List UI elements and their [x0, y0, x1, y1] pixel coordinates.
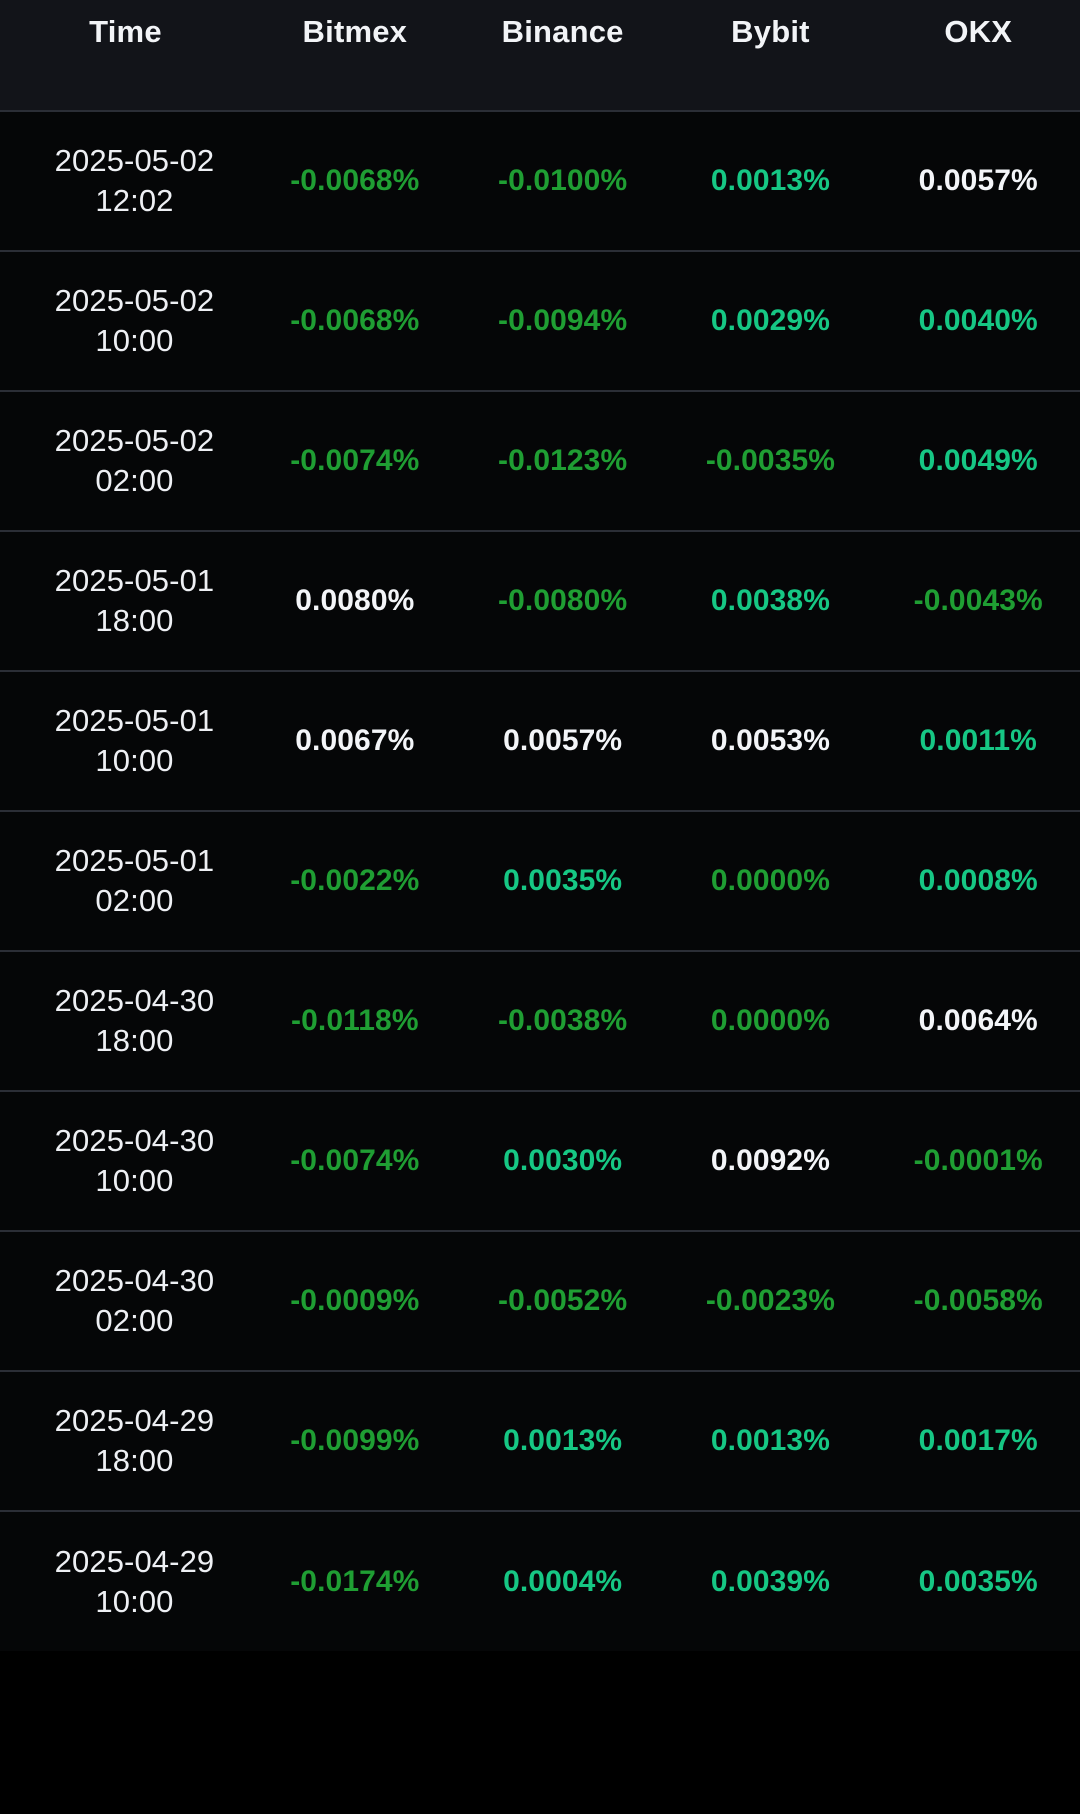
cell-time: 2025-04-29 10:00: [0, 1510, 251, 1651]
table-row[interactable]: 2025-04-30 02:00 -0.0009% -0.0052% -0.0023%…: [0, 1230, 1080, 1371]
table-row[interactable]: 2025-04-30 10:00 -0.0074% 0.0030% 0.0092% -0…: [0, 1090, 1080, 1231]
cell-time: 2025-04-30 18:00: [0, 950, 251, 1091]
table-row[interactable]: 2025-05-01 18:00 0.0080% -0.0080% 0.0038% -0…: [0, 530, 1080, 671]
cell-binance-rate: 0.0057%: [458, 670, 667, 811]
cell-bybit-rate: 0.0039%: [666, 1510, 875, 1651]
cell-okx-rate: -0.0043%: [874, 530, 1080, 671]
cell-time: 2025-05-02 02:00: [0, 390, 251, 531]
cell-okx-rate: 0.0057%: [874, 110, 1080, 251]
cell-okx-rate: 0.0064%: [874, 950, 1080, 1091]
cell-time: 2025-05-02 12:02: [0, 110, 251, 251]
cell-okx-rate: 0.0040%: [874, 250, 1080, 391]
table-row[interactable]: 2025-05-02 02:00 -0.0074% -0.0123% -0.0035%…: [0, 390, 1080, 531]
cell-bybit-rate: 0.0013%: [666, 1370, 875, 1511]
table-row[interactable]: 2025-05-02 10:00 -0.0068% -0.0094% 0.0029% 0…: [0, 250, 1080, 391]
column-header-time[interactable]: Time: [0, 0, 251, 111]
table-row[interactable]: 2025-05-02 12:02 -0.0068% -0.0100% 0.0013% 0…: [0, 110, 1080, 251]
cell-bybit-rate: 0.0013%: [666, 110, 875, 251]
cell-bitmex-rate: 0.0067%: [250, 670, 459, 811]
cell-bybit-rate: 0.0092%: [666, 1090, 875, 1231]
cell-bitmex-rate: -0.0099%: [250, 1370, 459, 1511]
cell-binance-rate: -0.0052%: [458, 1230, 667, 1371]
cell-time: 2025-04-30 10:00: [0, 1090, 251, 1231]
table-row[interactable]: 2025-04-29 10:00 -0.0174% 0.0004% 0.0039% 0.…: [0, 1510, 1080, 1651]
cell-okx-rate: 0.0017%: [874, 1370, 1080, 1511]
cell-bitmex-rate: -0.0022%: [250, 810, 459, 951]
cell-binance-rate: 0.0013%: [458, 1370, 667, 1511]
table-row[interactable]: 2025-05-01 02:00 -0.0022% 0.0035% 0.0000% 0.…: [0, 810, 1080, 951]
cell-binance-rate: -0.0100%: [458, 110, 667, 251]
cell-okx-rate: -0.0058%: [874, 1230, 1080, 1371]
cell-bybit-rate: 0.0038%: [666, 530, 875, 671]
table-body: 2025-05-02 12:02 -0.0068% -0.0100% 0.0013% 0…: [0, 110, 1080, 1651]
table-header-row: TimeBitmexBinanceBybitOKXHTX: [0, 0, 1080, 111]
cell-time: 2025-05-01 02:00: [0, 810, 251, 951]
cell-binance-rate: -0.0094%: [458, 250, 667, 391]
cell-okx-rate: 0.0008%: [874, 810, 1080, 951]
cell-binance-rate: -0.0123%: [458, 390, 667, 531]
column-header-binance[interactable]: Binance: [458, 0, 667, 111]
cell-binance-rate: 0.0004%: [458, 1510, 667, 1651]
cell-bitmex-rate: -0.0009%: [250, 1230, 459, 1371]
table-row[interactable]: 2025-04-30 18:00 -0.0118% -0.0038% 0.0000% 0…: [0, 950, 1080, 1091]
cell-time: 2025-05-02 10:00: [0, 250, 251, 391]
cell-bybit-rate: -0.0035%: [666, 390, 875, 531]
cell-bybit-rate: 0.0053%: [666, 670, 875, 811]
cell-binance-rate: 0.0035%: [458, 810, 667, 951]
cell-bitmex-rate: -0.0118%: [250, 950, 459, 1091]
cell-bitmex-rate: -0.0074%: [250, 1090, 459, 1231]
cell-time: 2025-05-01 10:00: [0, 670, 251, 811]
cell-bybit-rate: 0.0000%: [666, 810, 875, 951]
cell-bybit-rate: -0.0023%: [666, 1230, 875, 1371]
cell-okx-rate: -0.0001%: [874, 1090, 1080, 1231]
table-header: TimeBitmexBinanceBybitOKXHTX: [0, 0, 1080, 111]
column-header-bybit[interactable]: Bybit: [666, 0, 875, 111]
funding-rate-table: TimeBitmexBinanceBybitOKXHTX 2025-05-02 …: [0, 0, 1080, 1651]
cell-binance-rate: 0.0030%: [458, 1090, 667, 1231]
cell-bybit-rate: 0.0000%: [666, 950, 875, 1091]
cell-binance-rate: -0.0080%: [458, 530, 667, 671]
cell-bybit-rate: 0.0029%: [666, 250, 875, 391]
cell-time: 2025-04-29 18:00: [0, 1370, 251, 1511]
cell-time: 2025-04-30 02:00: [0, 1230, 251, 1371]
cell-bitmex-rate: -0.0068%: [250, 110, 459, 251]
cell-bitmex-rate: -0.0074%: [250, 390, 459, 531]
cell-bitmex-rate: -0.0068%: [250, 250, 459, 391]
cell-okx-rate: 0.0035%: [874, 1510, 1080, 1651]
cell-bitmex-rate: -0.0174%: [250, 1510, 459, 1651]
cell-bitmex-rate: 0.0080%: [250, 530, 459, 671]
column-header-okx[interactable]: OKX: [874, 0, 1080, 111]
cell-binance-rate: -0.0038%: [458, 950, 667, 1091]
table-row[interactable]: 2025-04-29 18:00 -0.0099% 0.0013% 0.0013% 0.…: [0, 1370, 1080, 1511]
cell-time: 2025-05-01 18:00: [0, 530, 251, 671]
column-header-bitmex[interactable]: Bitmex: [250, 0, 459, 111]
table-row[interactable]: 2025-05-01 10:00 0.0067% 0.0057% 0.0053% 0.0…: [0, 670, 1080, 811]
cell-okx-rate: 0.0011%: [874, 670, 1080, 811]
cell-okx-rate: 0.0049%: [874, 390, 1080, 531]
